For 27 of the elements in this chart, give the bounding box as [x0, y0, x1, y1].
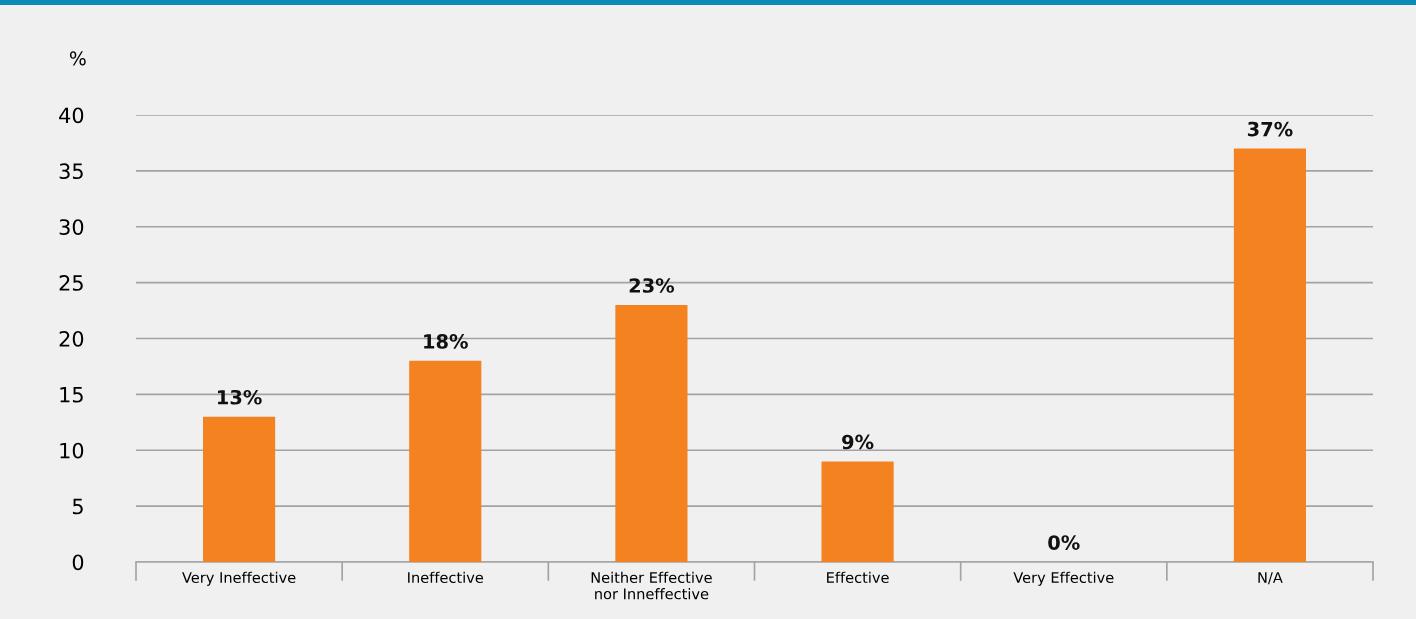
- y-tick-label: 30: [59, 219, 84, 235]
- y-tick-label: 15: [60, 387, 83, 403]
- data-label: 0%: [1048, 535, 1080, 550]
- y-tick-label: 0: [72, 554, 84, 571]
- x-tick-label: N/A: [1258, 572, 1283, 585]
- data-label: 18%: [424, 334, 468, 349]
- y-tick-label: 5: [72, 498, 83, 515]
- y-tick-label: 10: [60, 442, 84, 459]
- data-label: 9%: [842, 434, 874, 450]
- bar: [821, 461, 894, 562]
- bar: [409, 360, 482, 562]
- x-tick-label: Very Ineffective: [182, 571, 296, 586]
- x-tick-label: Neither Effective nor Inneffective: [591, 571, 712, 600]
- y-tick-label: 25: [59, 275, 83, 291]
- bar: [203, 416, 276, 562]
- x-tick-label: Effective: [827, 571, 889, 584]
- y-tick-label: 20: [59, 330, 84, 347]
- x-tick-label: Very Effective: [1013, 571, 1114, 586]
- bar: [615, 304, 688, 562]
- data-label: 37%: [1247, 121, 1293, 137]
- data-label: 13%: [218, 389, 262, 405]
- data-label: 23%: [629, 278, 675, 293]
- x-tick-label: Ineffective: [408, 571, 484, 584]
- y-tick-label: 40: [59, 107, 84, 124]
- y-tick-label: 35: [59, 163, 83, 180]
- bar: [1233, 148, 1306, 562]
- y-axis-title: %: [69, 51, 86, 66]
